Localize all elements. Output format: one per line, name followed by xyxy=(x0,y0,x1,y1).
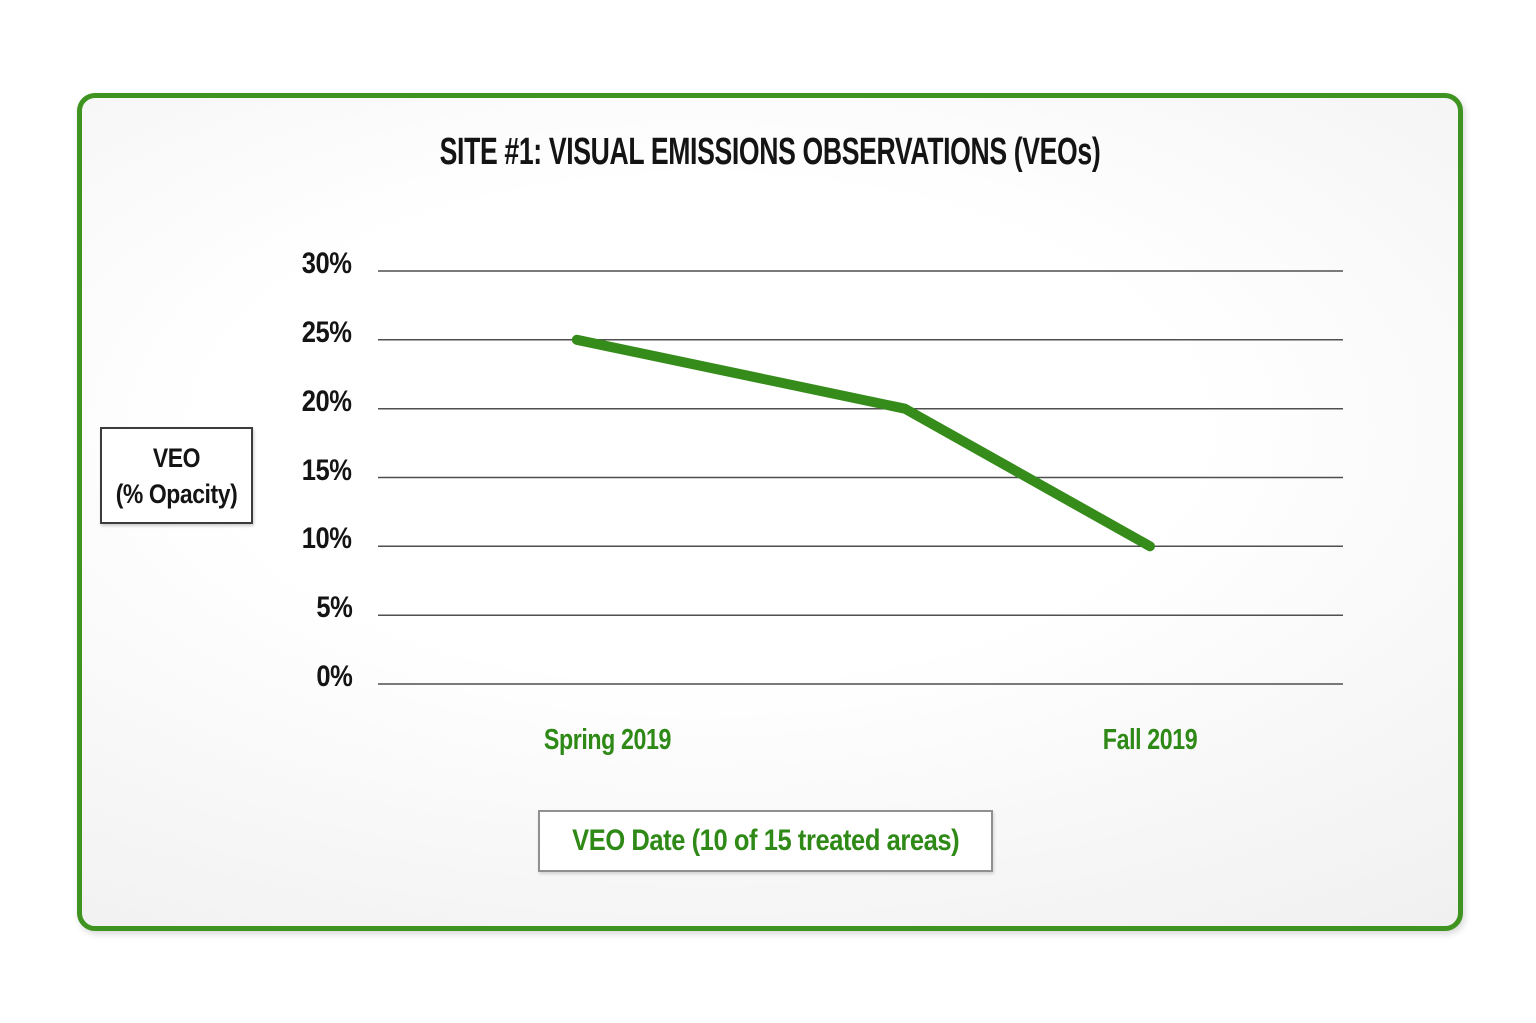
y-axis-title-box: VEO (% Opacity) xyxy=(100,427,253,524)
x-axis-title-box: VEO Date (10 of 15 treated areas) xyxy=(538,810,993,872)
chart-panel: SITE #1: VISUAL EMISSIONS OBSERVATIONS (… xyxy=(77,93,1463,931)
y-tick-text: 15% xyxy=(302,453,352,487)
y-tick-text: 5% xyxy=(315,591,352,625)
y-tick-text: 30% xyxy=(302,247,352,280)
y-axis-tick-label: 15% xyxy=(202,453,352,487)
y-tick-text: 25% xyxy=(302,315,352,349)
chart-canvas xyxy=(378,270,1343,685)
y-axis-tick-label: 30% xyxy=(202,248,352,280)
chart-title: SITE #1: VISUAL EMISSIONS OBSERVATIONS (… xyxy=(439,131,1101,173)
y-axis-tick-label: 10% xyxy=(202,523,352,555)
x-axis-tick-label: Fall 2019 xyxy=(1030,723,1270,757)
y-tick-text: 10% xyxy=(302,522,352,556)
veo-trend-line xyxy=(571,334,1155,552)
x-tick-text: Fall 2019 xyxy=(1102,724,1198,756)
y-tick-text: 20% xyxy=(302,384,352,418)
y-axis-tick-label: 20% xyxy=(202,384,352,418)
y-axis-title-line-2: (% Opacity) xyxy=(115,478,238,509)
plot-area xyxy=(378,270,1343,685)
y-axis-tick-label: 25% xyxy=(202,315,352,349)
y-tick-text: 0% xyxy=(315,660,352,693)
y-axis-title-line-1: VEO xyxy=(152,442,201,473)
y-axis-tick-label: 5% xyxy=(202,592,352,624)
x-axis-tick-label: Spring 2019 xyxy=(488,723,728,757)
y-axis-tick-label: 0% xyxy=(202,661,352,693)
x-tick-text: Spring 2019 xyxy=(544,724,672,756)
x-axis-title: VEO Date (10 of 15 treated areas) xyxy=(571,824,960,857)
